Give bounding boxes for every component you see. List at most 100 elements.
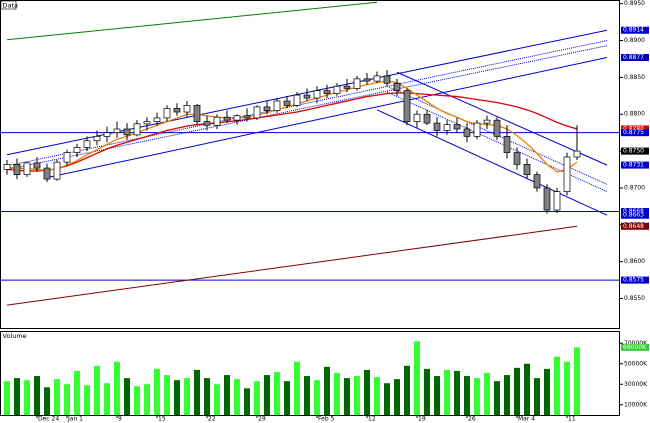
candle-body xyxy=(273,100,281,111)
candle-body xyxy=(253,106,261,119)
price-tag-label: 0.8780 xyxy=(623,125,644,132)
price-tag xyxy=(621,208,649,216)
x-tick-label: 22 xyxy=(208,416,216,423)
moving-average xyxy=(6,92,578,172)
volume-bar xyxy=(354,376,360,415)
volume-bar xyxy=(184,378,190,415)
candle-body xyxy=(363,78,371,82)
volume-bar xyxy=(174,380,180,415)
volume-bar xyxy=(394,379,400,415)
candle-body xyxy=(43,167,51,180)
volume-tick-label: 30000K xyxy=(624,381,648,388)
volume-bar xyxy=(444,369,450,415)
volume-bar xyxy=(254,381,260,415)
price-tag xyxy=(621,161,649,169)
candle-body xyxy=(163,108,171,119)
candle-body xyxy=(403,90,411,122)
trendline xyxy=(46,57,608,179)
volume-bar xyxy=(224,375,230,415)
price-tag-label: 0.8668 xyxy=(623,208,644,215)
candle-body xyxy=(563,156,571,192)
x-tick-label: Dec 24 xyxy=(38,416,59,423)
candle-body xyxy=(63,152,71,163)
candle-body xyxy=(33,162,41,169)
candle-body xyxy=(493,119,501,137)
candle-body xyxy=(473,122,481,137)
volume-bar xyxy=(24,380,30,415)
candle-body xyxy=(123,128,131,136)
x-tick-label: 12 xyxy=(368,416,376,423)
trendline xyxy=(6,225,578,306)
candle-body xyxy=(353,78,361,89)
candle-body xyxy=(443,124,451,131)
volume-bar xyxy=(284,381,290,415)
candle-body xyxy=(503,136,511,153)
volume-bar xyxy=(94,365,100,415)
axes: 0.85500.86000.86500.87000.87500.88000.88… xyxy=(36,0,649,423)
candle-body xyxy=(543,187,551,211)
volume-bar xyxy=(404,365,410,415)
volume-bar xyxy=(534,378,540,415)
candle-body xyxy=(73,147,81,153)
volume-title: Volume xyxy=(3,332,27,340)
price-tag xyxy=(621,276,649,284)
price-tag-label: 0.8750 xyxy=(623,148,644,155)
candle-body xyxy=(233,115,241,121)
volume-plot xyxy=(4,341,580,415)
volume-bar xyxy=(334,372,340,415)
price-tag xyxy=(621,222,649,230)
candle-body xyxy=(143,121,151,125)
price-tag xyxy=(621,211,649,219)
volume-bar xyxy=(364,369,370,415)
price-tag xyxy=(621,125,649,133)
volume-bar xyxy=(524,363,530,415)
price-tag-label: 0.8731 xyxy=(623,162,644,169)
trendline xyxy=(376,109,608,216)
volume-bar xyxy=(244,388,250,415)
price-tag-label: 0.8575 xyxy=(623,277,644,284)
price-tag-label: 0.8663 xyxy=(623,212,644,219)
title-box xyxy=(0,0,17,10)
candle-body xyxy=(523,164,531,176)
candle-body xyxy=(453,124,461,130)
volume-bar xyxy=(484,372,490,415)
price-tag xyxy=(621,129,649,137)
x-tick-label: 29 xyxy=(258,416,266,423)
volume-tag xyxy=(621,343,649,351)
volume-bar xyxy=(304,376,310,415)
y-tick-label: 0.8900 xyxy=(624,37,645,44)
volume-bar xyxy=(44,387,50,415)
y-tick-label: 0.8800 xyxy=(624,111,645,118)
candle-body xyxy=(153,117,161,122)
x-tick-label: 26 xyxy=(468,416,476,423)
candle-body xyxy=(183,105,191,113)
candle-body xyxy=(213,116,221,126)
volume-bar xyxy=(74,370,80,415)
volume-bar xyxy=(274,371,280,415)
volume-bar xyxy=(194,369,200,415)
candle-body xyxy=(433,122,441,131)
candle-body xyxy=(313,90,321,99)
price-tag-label: 0.8877 xyxy=(623,54,644,61)
volume-bar xyxy=(374,377,380,415)
candle-body xyxy=(113,128,121,134)
volume-bar xyxy=(574,347,580,415)
candle-body xyxy=(553,191,561,211)
candle-body xyxy=(323,90,331,94)
volume-bar xyxy=(414,341,420,415)
y-tick-label: 0.8700 xyxy=(624,184,645,191)
x-tick-label: 19 xyxy=(418,416,426,423)
volume-bar xyxy=(454,370,460,415)
candle-body xyxy=(223,116,231,121)
volume-bar xyxy=(514,367,520,415)
volume-bar xyxy=(204,378,210,415)
x-tick-label: Jan 1 xyxy=(67,416,83,423)
volume-bar xyxy=(164,375,170,415)
candle-body xyxy=(293,94,301,106)
x-tick-label: 11 xyxy=(568,416,576,423)
chart-title: Data xyxy=(3,2,19,10)
candle-body xyxy=(413,113,421,122)
volume-bar xyxy=(84,385,90,415)
volume-bar xyxy=(434,376,440,415)
